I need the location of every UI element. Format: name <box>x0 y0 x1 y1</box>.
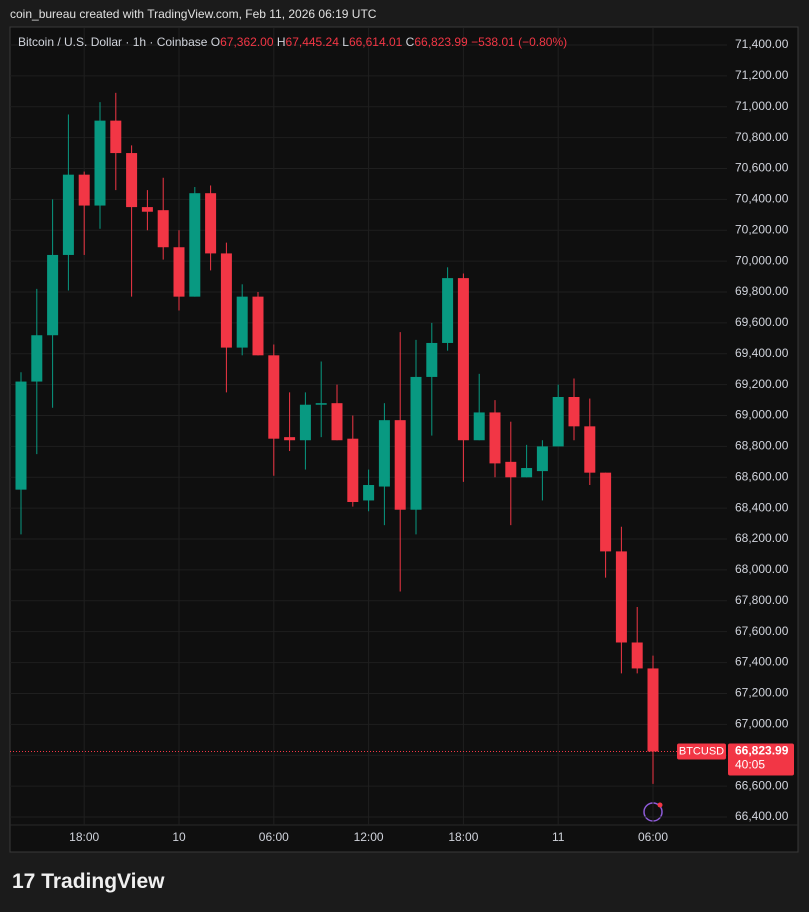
candle-body <box>62 174 74 255</box>
candle-body <box>568 397 580 427</box>
y-tick-label: 68,200.00 <box>735 531 789 545</box>
y-tick-label: 69,800.00 <box>735 284 789 298</box>
candle-body <box>141 207 153 212</box>
y-tick-label: 68,400.00 <box>735 500 789 514</box>
brand: 17 TradingView <box>12 870 165 894</box>
candle-body <box>473 412 485 441</box>
ohlc-value: 67,445.24 <box>285 35 339 49</box>
brand-text: TradingView <box>41 870 165 893</box>
candle-body <box>47 254 59 336</box>
y-tick-label: 67,200.00 <box>735 686 789 700</box>
candle-body <box>521 468 533 478</box>
ohlc-value: 66,823.99 <box>414 35 468 49</box>
candle-body <box>489 412 501 464</box>
candle-body <box>363 485 375 501</box>
y-tick-label: 69,600.00 <box>735 315 789 329</box>
y-tick-label: 70,000.00 <box>735 253 789 267</box>
candle-body <box>15 381 27 490</box>
event-dot <box>657 802 663 808</box>
x-tick-label: 18:00 <box>448 830 478 844</box>
ohlc: O67,362.00 H67,445.24 L66,614.01 C66,823… <box>211 35 471 49</box>
symbol: Bitcoin / U.S. Dollar · 1h · Coinbase <box>18 35 208 49</box>
candle-body <box>536 446 548 472</box>
candle-body <box>584 426 596 473</box>
candle-body <box>647 668 659 752</box>
y-tick-label: 68,000.00 <box>735 562 789 576</box>
x-tick-label: 06:00 <box>638 830 668 844</box>
candle-body <box>189 193 201 297</box>
x-tick-label: 12:00 <box>354 830 384 844</box>
x-tick-label: 11 <box>552 830 565 844</box>
ohlc-key: H <box>276 35 286 49</box>
y-tick-label: 67,400.00 <box>735 655 789 669</box>
symbol-label: BTCUSD <box>679 745 724 757</box>
header: Bitcoin / U.S. Dollar · 1h · Coinbase O6… <box>18 35 567 49</box>
y-tick-label: 66,400.00 <box>735 809 789 823</box>
candle-body <box>299 404 311 441</box>
candle-body <box>394 420 406 510</box>
candle-body <box>457 278 469 441</box>
y-tick-label: 70,800.00 <box>735 130 789 144</box>
candle-body <box>410 376 422 510</box>
candle-body <box>110 120 122 154</box>
candle-body <box>426 342 438 377</box>
candle-body <box>94 120 106 206</box>
candle-body <box>442 278 454 343</box>
candle-body <box>78 174 90 206</box>
y-tick-label: 67,600.00 <box>735 624 789 638</box>
ohlc-key: O <box>210 35 221 49</box>
y-tick-label: 68,600.00 <box>735 469 789 483</box>
y-tick-label: 70,600.00 <box>735 161 789 175</box>
candle-body <box>126 153 138 208</box>
countdown-label: 40:05 <box>735 758 765 772</box>
candle-body <box>157 210 169 248</box>
ohlc-key: L <box>342 35 349 49</box>
y-tick-label: 71,200.00 <box>735 68 789 82</box>
candle-body <box>220 253 232 348</box>
candle-body <box>284 437 296 441</box>
candle-body <box>31 335 43 382</box>
y-tick-label: 70,200.00 <box>735 222 789 236</box>
y-tick-label: 66,600.00 <box>735 778 789 792</box>
price-label: 66,823.99 <box>735 744 789 758</box>
brand-mark: 17 <box>12 870 42 893</box>
candle-body <box>600 472 612 552</box>
y-tick-label: 70,400.00 <box>735 192 789 206</box>
y-tick-label: 71,000.00 <box>735 99 789 113</box>
change: −538.01 (−0.80%) <box>471 35 568 49</box>
y-tick-label: 69,000.00 <box>735 408 789 422</box>
x-tick-label: 18:00 <box>69 830 99 844</box>
y-tick-label: 67,800.00 <box>735 593 789 607</box>
ohlc-value: 67,362.00 <box>220 35 274 49</box>
y-tick-label: 69,200.00 <box>735 377 789 391</box>
candle-body <box>505 461 517 478</box>
candle-body <box>268 355 280 439</box>
ohlc-key: C <box>405 35 415 49</box>
candle-body <box>315 403 327 405</box>
price-tag <box>728 743 794 776</box>
ohlc-value: 66,614.01 <box>348 35 403 49</box>
candle-body <box>552 397 564 447</box>
candle-body <box>378 420 390 487</box>
y-tick-label: 71,400.00 <box>735 37 789 51</box>
candle-body <box>205 193 217 254</box>
x-tick-label: 10 <box>172 830 186 844</box>
candle-body <box>615 551 627 643</box>
y-tick-label: 67,000.00 <box>735 716 789 730</box>
candle-body <box>347 438 359 502</box>
symbol-tag <box>677 743 726 760</box>
candle-body <box>252 296 264 356</box>
candle-body <box>173 247 185 297</box>
x-tick-label: 06:00 <box>259 830 289 844</box>
y-tick-label: 69,400.00 <box>735 346 789 360</box>
candle-body <box>236 296 248 348</box>
candle-body <box>331 403 343 441</box>
y-tick-label: 68,800.00 <box>735 439 789 453</box>
candle-body <box>631 642 643 669</box>
attribution: coin_bureau created with TradingView.com… <box>10 7 377 21</box>
